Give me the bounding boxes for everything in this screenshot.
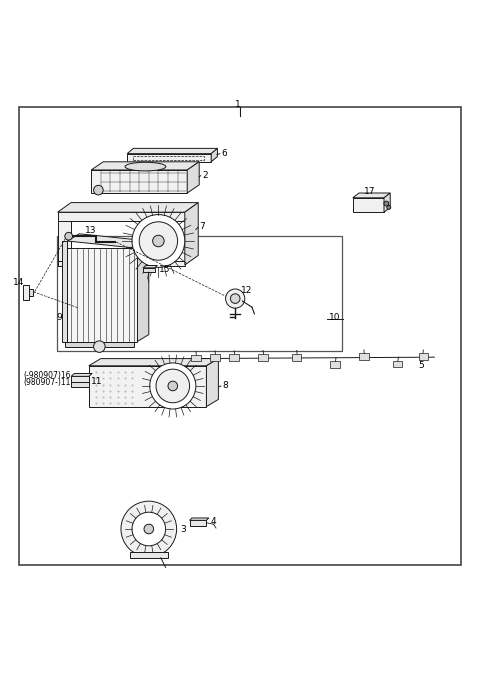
Text: 7: 7 xyxy=(199,222,205,231)
Polygon shape xyxy=(137,241,149,342)
Circle shape xyxy=(121,501,177,557)
Polygon shape xyxy=(58,212,71,266)
Polygon shape xyxy=(67,234,149,248)
Polygon shape xyxy=(71,376,89,381)
Polygon shape xyxy=(384,193,390,212)
Text: 5: 5 xyxy=(419,361,424,370)
Text: 9: 9 xyxy=(57,313,62,322)
Text: 10: 10 xyxy=(329,313,340,322)
Circle shape xyxy=(230,294,240,303)
Circle shape xyxy=(150,363,196,409)
Polygon shape xyxy=(91,170,187,193)
Polygon shape xyxy=(130,552,168,558)
Polygon shape xyxy=(190,520,206,526)
Circle shape xyxy=(94,185,103,195)
Circle shape xyxy=(139,222,178,260)
Bar xyxy=(133,156,204,160)
Circle shape xyxy=(132,214,185,268)
Circle shape xyxy=(156,369,190,403)
Polygon shape xyxy=(71,373,92,376)
Bar xyxy=(359,353,369,360)
Circle shape xyxy=(144,524,154,534)
Text: 11: 11 xyxy=(91,377,103,386)
Text: 6: 6 xyxy=(222,149,228,158)
Polygon shape xyxy=(127,148,217,154)
Polygon shape xyxy=(71,381,89,387)
Polygon shape xyxy=(206,359,218,406)
Polygon shape xyxy=(190,518,209,520)
Text: 13: 13 xyxy=(84,226,96,235)
Polygon shape xyxy=(58,261,185,266)
Polygon shape xyxy=(23,285,29,299)
Circle shape xyxy=(384,201,389,206)
Text: 2: 2 xyxy=(203,171,208,180)
Polygon shape xyxy=(211,148,217,162)
Circle shape xyxy=(168,381,178,391)
Bar xyxy=(393,361,402,367)
Text: (-980907)16: (-980907)16 xyxy=(23,371,71,380)
Polygon shape xyxy=(187,162,199,193)
Bar xyxy=(191,355,201,361)
Bar xyxy=(229,355,239,361)
Polygon shape xyxy=(143,268,155,272)
Polygon shape xyxy=(62,241,67,342)
Bar xyxy=(210,355,220,361)
Text: 1: 1 xyxy=(235,100,241,109)
Polygon shape xyxy=(91,162,199,170)
Polygon shape xyxy=(353,193,390,197)
Polygon shape xyxy=(143,266,157,268)
Bar xyxy=(292,354,301,361)
Circle shape xyxy=(65,233,72,240)
Text: 3: 3 xyxy=(180,526,186,534)
Polygon shape xyxy=(65,342,134,346)
Polygon shape xyxy=(58,203,198,212)
Circle shape xyxy=(153,235,164,247)
Text: 4: 4 xyxy=(210,517,216,526)
Polygon shape xyxy=(185,203,198,265)
Polygon shape xyxy=(67,248,137,342)
Text: 17: 17 xyxy=(364,187,375,195)
Text: 15: 15 xyxy=(159,266,171,274)
Polygon shape xyxy=(127,154,211,162)
Ellipse shape xyxy=(125,162,166,171)
Text: (980907-)11: (980907-)11 xyxy=(23,377,71,387)
Circle shape xyxy=(94,341,105,353)
Bar xyxy=(330,361,340,368)
Text: 8: 8 xyxy=(222,381,228,390)
Bar xyxy=(258,354,268,361)
Bar xyxy=(419,353,428,360)
Circle shape xyxy=(132,512,166,546)
Circle shape xyxy=(226,289,245,308)
Bar xyxy=(57,236,342,351)
Text: 14: 14 xyxy=(13,278,25,286)
Polygon shape xyxy=(29,289,33,296)
Polygon shape xyxy=(353,197,384,212)
Polygon shape xyxy=(89,359,218,366)
Polygon shape xyxy=(89,366,206,406)
Polygon shape xyxy=(58,212,185,221)
Text: 12: 12 xyxy=(241,286,252,295)
Circle shape xyxy=(387,206,391,210)
